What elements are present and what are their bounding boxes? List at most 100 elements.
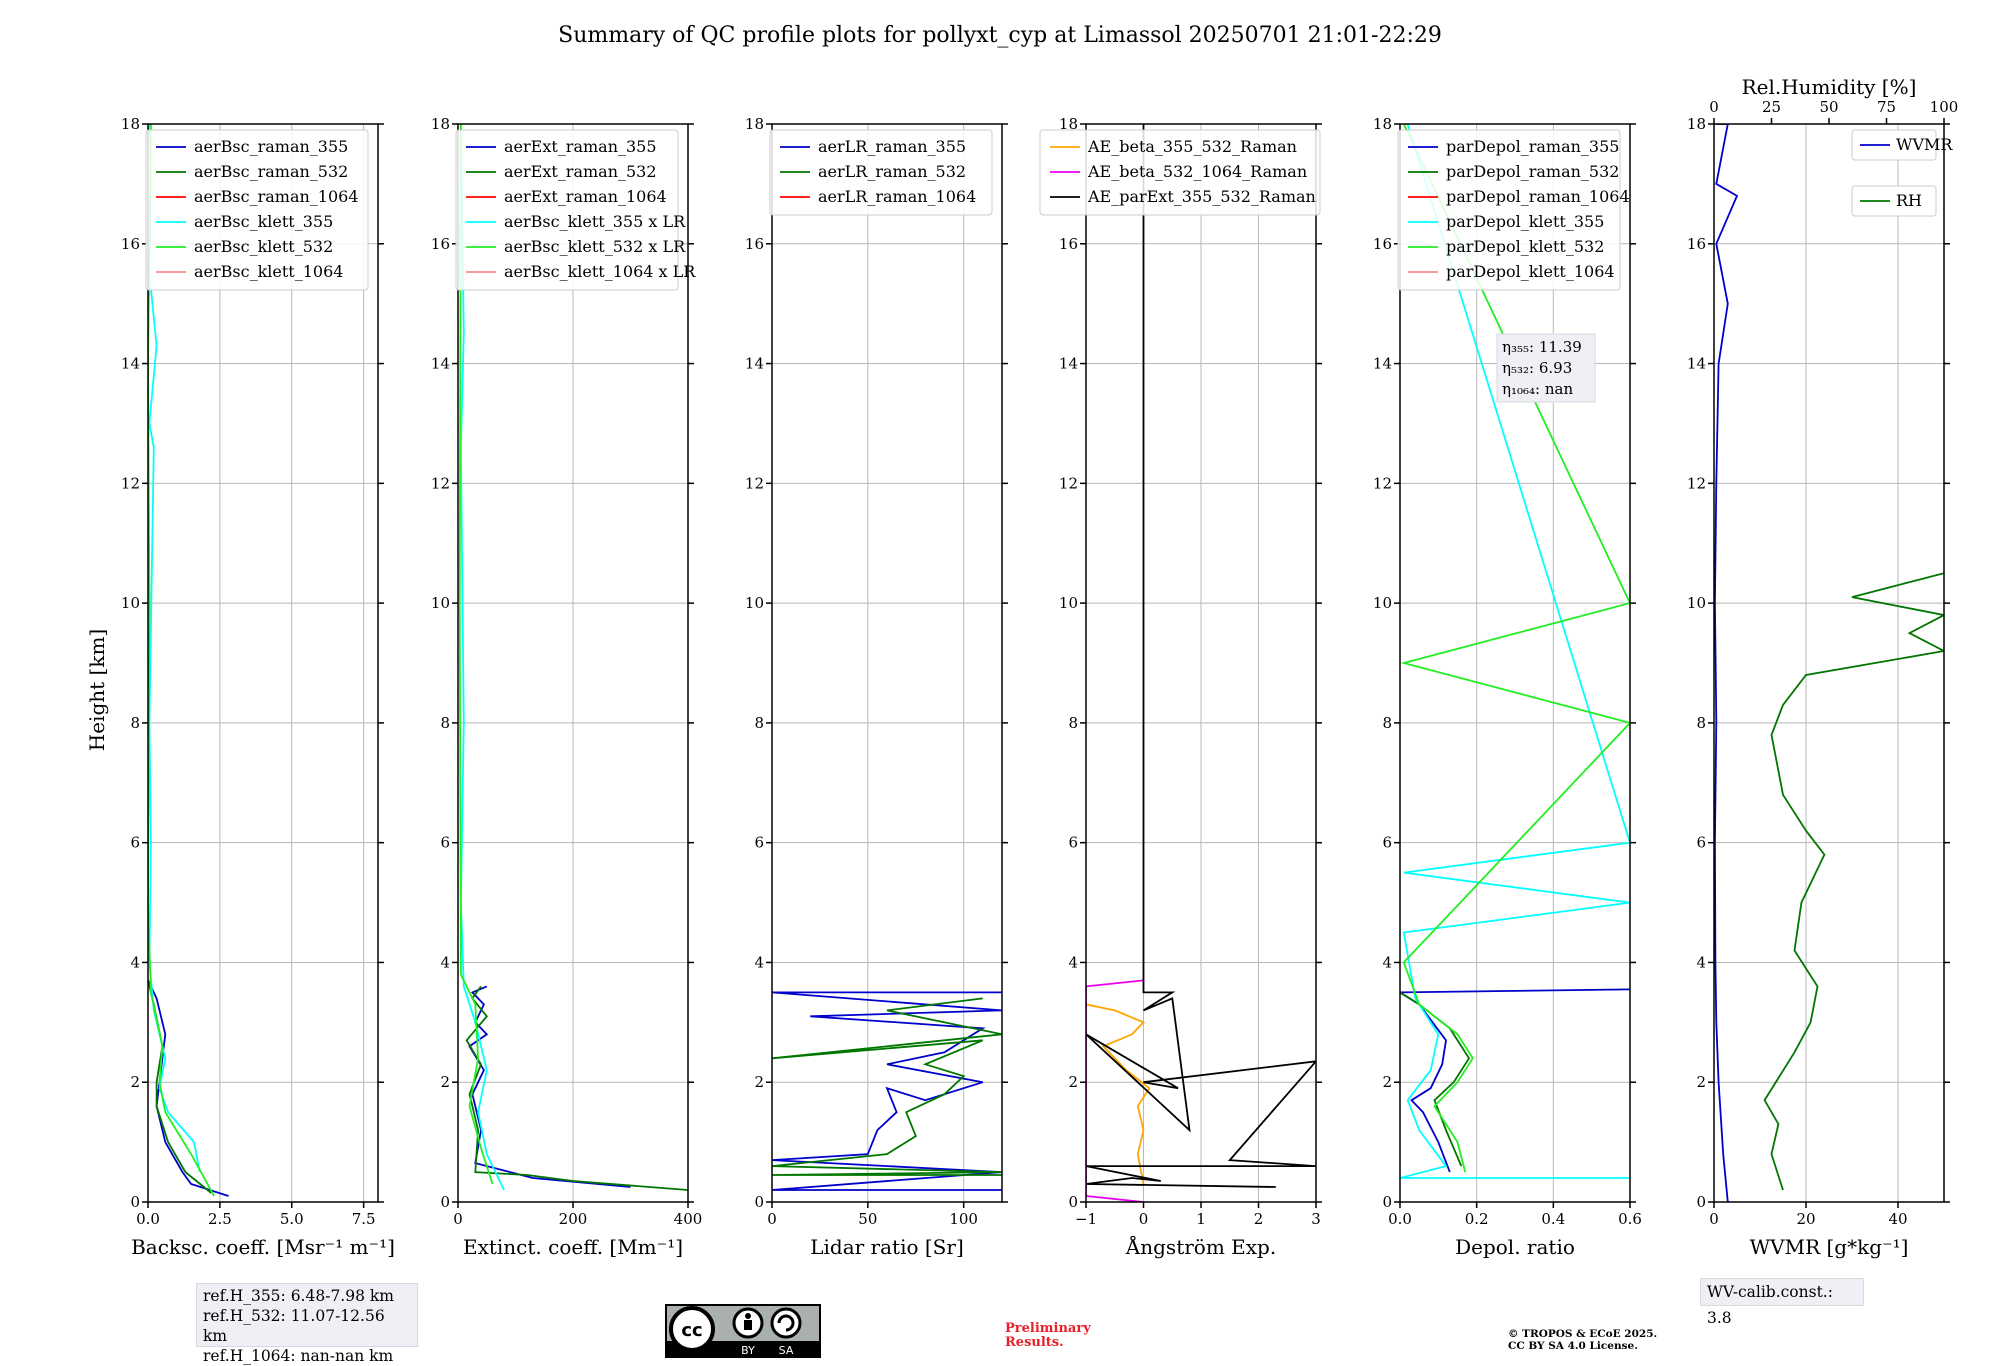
- y-tick-label: 12: [1059, 474, 1078, 492]
- series-line-RH: [1763, 572, 1944, 1191]
- y-tick-label: 12: [431, 474, 450, 492]
- y-tick-label: 2: [1068, 1073, 1078, 1091]
- series-line-AE_beta_532_1064_Raman: [1086, 979, 1144, 1202]
- legend-label: aerBsc_klett_532 x LR: [504, 237, 686, 256]
- y-tick-label: 0: [440, 1193, 450, 1211]
- x-tick-label: 200: [559, 1210, 588, 1228]
- x-tick-label: 2.5: [208, 1210, 232, 1228]
- x-tick-label: 0.4: [1541, 1210, 1565, 1228]
- legend-label: aerBsc_klett_355: [194, 212, 333, 231]
- legend-label: parDepol_raman_532: [1446, 162, 1619, 181]
- y-tick-label: 6: [440, 834, 450, 852]
- x-tick-label: 3: [1311, 1210, 1321, 1228]
- x-axis-label: Ångström Exp.: [1125, 1234, 1276, 1259]
- preliminary-note: Preliminary Results.: [1005, 1322, 1091, 1350]
- legend-label: aerLR_raman_1064: [818, 187, 976, 206]
- chart-panel-2: 0 2 4 6 8 10 12 14 16 18 0 200 400 Extinct. coeff. [M…: [431, 115, 702, 1259]
- y-tick-label: 12: [745, 474, 764, 492]
- legend-label: aerBsc_raman_532: [194, 162, 348, 181]
- series-group: [458, 124, 688, 1191]
- y-tick-label: 18: [745, 115, 764, 133]
- legend-label: aerExt_raman_532: [504, 162, 657, 181]
- y-tick-label: 10: [1373, 594, 1392, 612]
- legend-box: [145, 129, 369, 291]
- y-tick-label: 10: [431, 594, 450, 612]
- cc-by-label: BY: [741, 1344, 755, 1357]
- y-tick-label: 18: [121, 115, 140, 133]
- x-tick-label: 100: [949, 1210, 978, 1228]
- eta-annotation: η₁₀₆₄: nan: [1502, 380, 1573, 398]
- eta-annotation-box: [1496, 333, 1596, 403]
- y-tick-label: 6: [754, 834, 764, 852]
- legend-label: aerBsc_klett_1064 x LR: [504, 262, 696, 281]
- legend-box: [1851, 185, 1937, 217]
- x-axis-label: WVMR [g*kg⁻¹]: [1750, 1235, 1909, 1259]
- y-tick-label: 18: [1687, 115, 1706, 133]
- legend-box: [1039, 129, 1321, 216]
- y-tick-label: 10: [1059, 594, 1078, 612]
- x-tick-label: 1: [1196, 1210, 1206, 1228]
- legend-box: [1397, 129, 1621, 291]
- series-line-aerBsc_klett_355 x LR: [459, 124, 505, 1191]
- series-line-AE_beta_355_532_Raman: [1086, 1003, 1151, 1185]
- x-tick-label: 0.6: [1618, 1210, 1642, 1228]
- preliminary-line-1: Preliminary: [1005, 1321, 1091, 1336]
- y-tick-label: 14: [121, 355, 140, 373]
- y-tick-label: 0: [1696, 1193, 1706, 1211]
- y-tick-label: 6: [1068, 834, 1078, 852]
- figure-title: Summary of QC profile plots for pollyxt_…: [558, 23, 1442, 48]
- wv-calibration-box: WV-calib.const.: 3.8: [1700, 1278, 1864, 1327]
- axes-frame: [1713, 123, 1945, 1203]
- series-line-aerLR_raman_532: [772, 997, 1002, 1176]
- y-tick-label: 2: [754, 1073, 764, 1091]
- legend-box: [1851, 129, 1937, 161]
- ref-height-532: ref.H_532: 11.07-12.56 km: [203, 1307, 385, 1345]
- y-tick-label: 14: [431, 355, 450, 373]
- y-tick-label: 16: [121, 235, 140, 253]
- y-tick-label: 6: [1696, 834, 1706, 852]
- x2-axis-label: Rel.Humidity [%]: [1742, 75, 1917, 99]
- preliminary-line-2: Results.: [1005, 1335, 1064, 1350]
- y-tick-label: 0: [754, 1193, 764, 1211]
- x-tick-label: 0.2: [1465, 1210, 1489, 1228]
- y-tick-label: 4: [1382, 953, 1392, 971]
- y-tick-label: 2: [1696, 1073, 1706, 1091]
- y-tick-label: 10: [1687, 594, 1706, 612]
- x2-tick-label: 75: [1877, 98, 1896, 116]
- reference-height-box: ref.H_355: 6.48-7.98 km ref.H_532: 11.07…: [196, 1283, 418, 1365]
- x-tick-label: 40: [1888, 1210, 1907, 1228]
- y-tick-label: 8: [1696, 714, 1706, 732]
- series-line-aerLR_raman_355: [772, 991, 1002, 1191]
- series-line-WVMR: [1714, 124, 1739, 1202]
- legend-label: parDepol_raman_355: [1446, 137, 1619, 156]
- series-group: [1400, 124, 1630, 1179]
- y-tick-label: 8: [1382, 714, 1392, 732]
- y-tick-label: 4: [754, 953, 764, 971]
- y-tick-label: 16: [745, 235, 764, 253]
- legend-label: RH: [1896, 191, 1922, 210]
- y-tick-label: 18: [1373, 115, 1392, 133]
- y-axis-label: Height [km]: [85, 629, 109, 751]
- legend-label: parDepol_klett_355: [1446, 212, 1604, 231]
- legend-label: aerBsc_klett_532: [194, 237, 333, 256]
- y-tick-label: 2: [1382, 1073, 1392, 1091]
- y-tick-label: 8: [1068, 714, 1078, 732]
- chart-panel-1: 0 2 4 6 8 10 12 14 16 18 0.0 2.5 5.0 7.5 Backsc. coeff…: [121, 115, 395, 1259]
- copyright-line-2: CC BY SA 4.0 License.: [1508, 1340, 1638, 1352]
- y-tick-label: 0: [130, 1193, 140, 1211]
- x2-tick-label: 100: [1930, 98, 1959, 116]
- series-group: [1086, 124, 1316, 1202]
- x-axis-label: Extinct. coeff. [Mm⁻¹]: [463, 1235, 683, 1259]
- legend-label: WVMR: [1896, 135, 1953, 154]
- series-line-parDepol_klett_532: [1400, 124, 1630, 1173]
- cc-license-logo: cc BY SA: [665, 1304, 821, 1358]
- x-axis-label: Backsc. coeff. [Msr⁻¹ m⁻¹]: [131, 1235, 395, 1259]
- x-tick-label: 0.0: [136, 1210, 160, 1228]
- axes-frame: [1399, 123, 1631, 1203]
- x-tick-label: 7.5: [352, 1210, 376, 1228]
- x-tick-label: 0: [1139, 1210, 1149, 1228]
- axes-frame: [147, 123, 379, 1203]
- eta-annotation: η₅₃₂: 6.93: [1502, 359, 1572, 377]
